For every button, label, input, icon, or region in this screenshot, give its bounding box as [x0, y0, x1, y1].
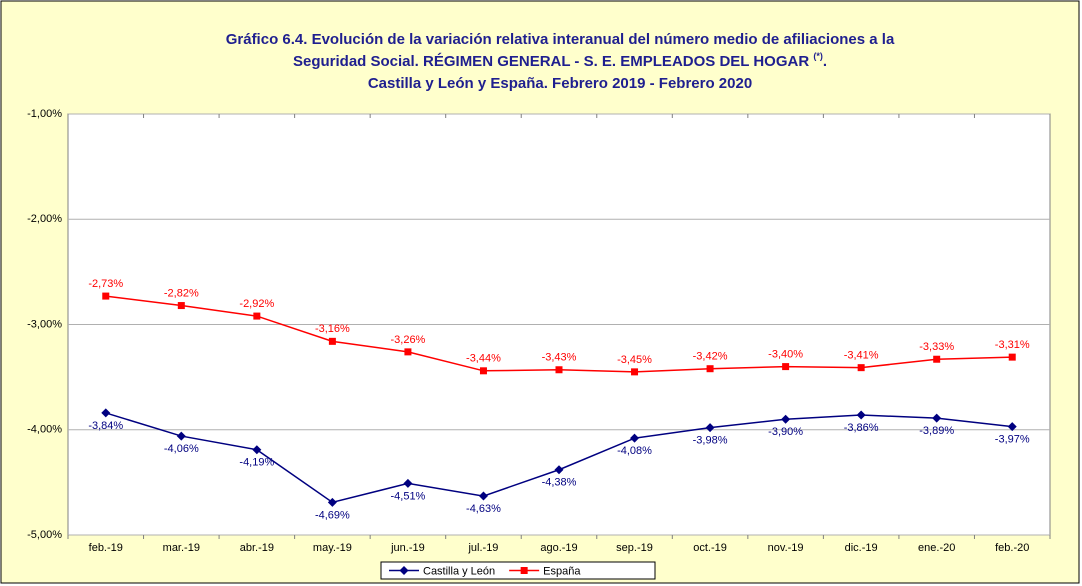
- y-tick-label: -2,00%: [27, 213, 62, 225]
- y-tick-label: -1,00%: [27, 108, 62, 120]
- marker: [630, 433, 640, 443]
- data-label: -4,38%: [542, 477, 577, 489]
- legend-label: Castilla y León: [423, 565, 495, 577]
- marker: [252, 445, 262, 455]
- data-label: -3,33%: [919, 341, 954, 353]
- x-tick-label: feb.-20: [995, 542, 1029, 554]
- chart-title: Seguridad Social. RÉGIMEN GENERAL - S. E…: [293, 51, 827, 70]
- x-tick-label: dic.-19: [845, 542, 878, 554]
- data-label: -3,40%: [768, 349, 803, 361]
- data-label: -3,43%: [542, 352, 577, 364]
- marker: [856, 410, 866, 420]
- data-label: -3,26%: [390, 334, 425, 346]
- data-label: -4,08%: [617, 445, 652, 457]
- data-label: -3,44%: [466, 353, 501, 365]
- data-label: -3,45%: [617, 354, 652, 366]
- x-tick-label: oct.-19: [693, 542, 727, 554]
- x-tick-label: feb.-19: [89, 542, 123, 554]
- title-text: .: [823, 53, 827, 70]
- data-label: -3,98%: [693, 435, 728, 447]
- marker: [478, 491, 488, 501]
- marker: [176, 431, 186, 441]
- y-tick-label: -4,00%: [27, 424, 62, 436]
- marker: [479, 367, 487, 375]
- marker: [705, 423, 715, 433]
- data-label: -3,42%: [693, 351, 728, 363]
- x-tick-label: ago.-19: [540, 542, 577, 554]
- marker: [782, 363, 790, 371]
- marker: [102, 292, 110, 300]
- marker: [403, 478, 413, 488]
- x-tick-label: mar.-19: [163, 542, 200, 554]
- marker: [328, 337, 336, 345]
- marker: [631, 368, 639, 376]
- data-label: -3,16%: [315, 323, 350, 335]
- chart-title: Castilla y León y España. Febrero 2019 -…: [368, 75, 752, 92]
- title-text: Seguridad Social. RÉGIMEN GENERAL - S. E…: [293, 53, 813, 70]
- data-label: -4,63%: [466, 503, 501, 515]
- data-label: -4,69%: [315, 509, 350, 521]
- marker: [554, 465, 564, 475]
- marker: [1007, 422, 1017, 432]
- data-label: -3,31%: [995, 339, 1030, 351]
- marker: [781, 414, 791, 424]
- x-tick-label: may.-19: [313, 542, 352, 554]
- x-tick-label: nov.-19: [768, 542, 804, 554]
- marker: [857, 364, 865, 372]
- x-tick-label: ene.-20: [918, 542, 955, 554]
- data-label: -2,92%: [239, 298, 274, 310]
- marker: [399, 566, 409, 575]
- chart-title: Gráfico 6.4. Evolución de la variación r…: [226, 31, 895, 48]
- marker: [253, 312, 261, 320]
- marker: [327, 497, 337, 507]
- data-label: -3,89%: [919, 425, 954, 437]
- x-tick-label: sep.-19: [616, 542, 653, 554]
- data-label: -4,51%: [390, 490, 425, 502]
- marker: [520, 567, 528, 574]
- data-label: -2,73%: [88, 278, 123, 290]
- marker: [177, 302, 185, 310]
- marker: [933, 355, 941, 363]
- marker: [404, 348, 412, 356]
- data-label: -3,86%: [844, 422, 879, 434]
- data-label: -3,90%: [768, 426, 803, 438]
- data-label: -4,19%: [239, 457, 274, 469]
- data-label: -4,06%: [164, 443, 199, 455]
- marker: [555, 366, 563, 374]
- data-label: -2,82%: [164, 287, 199, 299]
- x-tick-label: jul.-19: [467, 542, 498, 554]
- y-tick-label: -5,00%: [27, 529, 62, 541]
- marker: [1008, 353, 1016, 361]
- x-tick-label: abr.-19: [240, 542, 274, 554]
- data-label: -3,41%: [844, 350, 879, 362]
- legend-label: España: [543, 565, 581, 577]
- marker: [101, 408, 111, 418]
- x-tick-label: jun.-19: [390, 542, 425, 554]
- data-label: -3,97%: [995, 433, 1030, 445]
- marker: [932, 413, 942, 423]
- y-tick-label: -3,00%: [27, 318, 62, 330]
- data-label: -3,84%: [88, 420, 123, 432]
- title-sup: (*): [813, 51, 823, 61]
- marker: [706, 365, 714, 373]
